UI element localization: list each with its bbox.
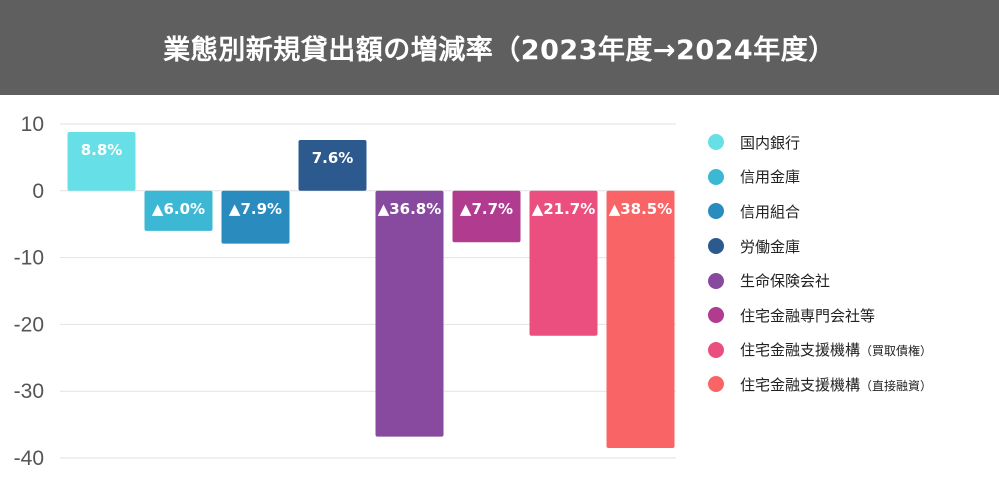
legend-item: 生命保険会社 <box>702 263 992 298</box>
bar-data-label: ▲21.7% <box>532 200 596 218</box>
y-tick-label: 0 <box>32 180 44 203</box>
legend-item: 国内銀行 <box>702 125 992 160</box>
bar <box>144 190 213 231</box>
chart-area: 10 0 -10 -20 -30 -40 8.8% ▲6.0% ▲7.9% 7.6% ▲36.8% ▲… <box>0 95 999 480</box>
y-tick-label: -40 <box>14 447 44 470</box>
legend-item: 住宅金融支援機構（買取債権） <box>702 333 992 368</box>
bar <box>221 190 290 244</box>
bar-data-label: ▲38.5% <box>609 200 673 218</box>
bar-data-label: ▲36.8% <box>378 200 442 218</box>
bar-data-label: ▲7.7% <box>460 200 513 218</box>
bar <box>375 190 444 437</box>
legend-label: 労働金庫 <box>740 237 801 256</box>
chart-header: 業態別新規貸出額の増減率（2023年度→2024年度） <box>0 0 999 95</box>
legend-item: 労働金庫 <box>702 229 992 264</box>
bar-data-label: 8.8% <box>81 141 123 159</box>
legend-swatch <box>708 341 724 358</box>
bar <box>452 190 521 243</box>
legend-swatch <box>708 272 724 289</box>
bar <box>529 190 598 336</box>
legend-swatch <box>708 203 724 220</box>
bar-data-label: 7.6% <box>312 149 354 167</box>
bar-data-label: ▲6.0% <box>152 200 205 218</box>
chart-title: 業態別新規貸出額の増減率（2023年度→2024年度） <box>163 35 836 66</box>
legend-swatch <box>708 376 724 393</box>
legend-item: 住宅金融専門会社等 <box>702 298 992 333</box>
legend-swatch <box>708 134 724 151</box>
legend-swatch <box>708 168 724 185</box>
legend-item: 信用組合 <box>702 194 992 229</box>
y-tick-label: -20 <box>14 313 44 336</box>
y-tick-label: -30 <box>14 380 44 403</box>
bar <box>606 190 675 448</box>
legend-label: 国内銀行 <box>740 133 801 152</box>
legend: 国内銀行 信用金庫 信用組合 労働金庫 生命保険会社 住宅金融専門会社等 住宅金… <box>702 125 992 402</box>
bar-data-label: ▲7.9% <box>229 200 282 218</box>
legend-swatch <box>708 238 724 255</box>
bar-chart: 10 0 -10 -20 -30 -40 8.8% ▲6.0% ▲7.9% 7.6% ▲36.8% ▲… <box>14 113 676 470</box>
y-tick-label: 10 <box>21 113 44 136</box>
y-tick-label: -10 <box>14 247 44 270</box>
bar <box>67 132 136 191</box>
legend-swatch <box>708 307 724 324</box>
legend-label: 信用組合 <box>740 202 801 221</box>
legend-label: 住宅金融専門会社等 <box>740 306 876 325</box>
legend-label: 住宅金融支援機構（直接融資） <box>740 375 933 394</box>
legend-item: 住宅金融支援機構（直接融資） <box>702 367 992 402</box>
bar <box>298 140 367 191</box>
legend-item: 信用金庫 <box>702 160 992 195</box>
legend-label: 住宅金融支援機構（買取債権） <box>740 341 933 360</box>
legend-label: 信用金庫 <box>740 168 801 187</box>
legend-label: 生命保険会社 <box>740 272 831 291</box>
